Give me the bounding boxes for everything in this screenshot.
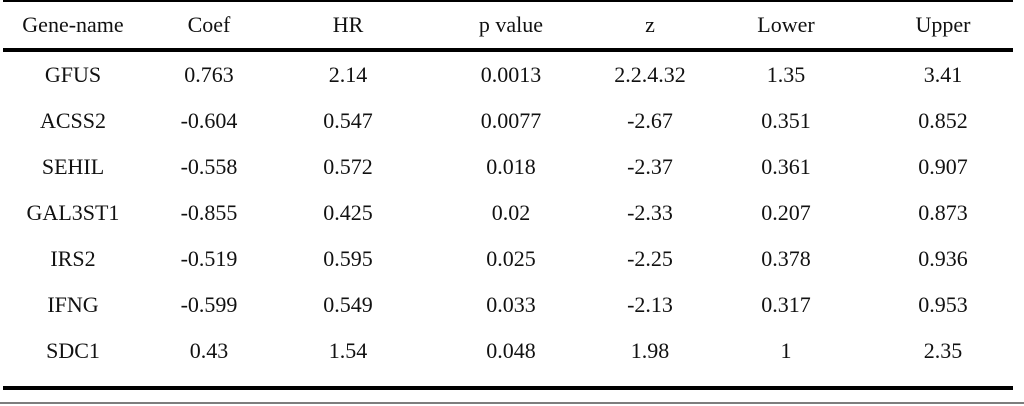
value-cell: 2.14 [328,62,368,87]
value-cell: 0.018 [486,154,536,179]
gene-name-cell: IRS2 [50,246,96,271]
value-cell: -0.855 [180,200,238,225]
value-cell: 0.595 [323,246,373,271]
gene-stats-table: Gene-name Coef HR p value z Lower Upper GFUS 0.… [3,2,1013,374]
value-cell: 1.35 [766,62,806,87]
gene-name-cell: SDC1 [46,338,100,363]
value-cell: 0.572 [323,154,373,179]
value-cell: -2.25 [627,246,673,271]
value-cell: 0.048 [486,338,536,363]
value-cell: 1.98 [630,338,670,363]
table-row: IRS2 -0.519 0.595 0.025 -2.25 0.378 0.936 [3,236,1013,282]
column-header-hr: HR [275,2,421,52]
value-cell: 1.54 [328,338,368,363]
value-cell: 2.35 [923,338,963,363]
column-header-p-value: p value [421,2,601,52]
column-header-upper: Upper [873,2,1013,52]
value-cell: -0.599 [180,292,238,317]
table-header: Gene-name Coef HR p value z Lower Upper [3,2,1013,52]
value-cell: 0.549 [323,292,373,317]
value-cell: 0.317 [761,292,811,317]
table-row: GAL3ST1 -0.855 0.425 0.02 -2.33 0.207 0.873 [3,190,1013,236]
column-header-z: z [601,2,699,52]
value-cell: -0.604 [180,108,238,133]
value-cell: 0.547 [323,108,373,133]
value-cell: 0.763 [184,62,234,87]
table-row: SDC1 0.43 1.54 0.048 1.98 1 2.35 [3,328,1013,374]
value-cell: 1 [780,338,792,363]
gene-name-cell: IFNG [47,292,99,317]
gene-name-cell: SEHIL [41,154,105,179]
value-cell: -0.558 [180,154,238,179]
gene-name-cell: GFUS [44,62,102,87]
value-cell: -2.37 [627,154,673,179]
gene-name-cell: GAL3ST1 [26,200,120,225]
value-cell: 0.936 [918,246,968,271]
value-cell: 3.41 [923,62,963,87]
value-cell: 0.425 [323,200,373,225]
value-cell: 0.0077 [480,108,542,133]
column-header-lower: Lower [699,2,873,52]
value-cell: 0.907 [918,154,968,179]
table-row: GFUS 0.763 2.14 0.0013 2.2.4.32 1.35 3.41 [3,50,1013,98]
page-bottom-rule [0,402,1024,404]
value-cell: 0.361 [761,154,811,179]
header-row: Gene-name Coef HR p value z Lower Upper [3,2,1013,52]
value-cell: 0.02 [491,200,531,225]
table-row: IFNG -0.599 0.549 0.033 -2.13 0.317 0.953 [3,282,1013,328]
table-row: SEHIL -0.558 0.572 0.018 -2.37 0.361 0.907 [3,144,1013,190]
gene-stats-table-wrap: Gene-name Coef HR p value z Lower Upper GFUS 0.… [3,0,1013,390]
value-cell: 0.0013 [480,62,542,87]
gene-name-cell: ACSS2 [39,108,107,133]
value-cell: 0.953 [918,292,968,317]
value-cell: 0.43 [189,338,229,363]
column-header-coef: Coef [143,2,275,52]
value-cell: -2.13 [627,292,673,317]
value-cell: 0.025 [486,246,536,271]
table-body: GFUS 0.763 2.14 0.0013 2.2.4.32 1.35 3.41 ACSS2… [3,50,1013,374]
value-cell: 0.873 [918,200,968,225]
value-cell: 0.207 [761,200,811,225]
value-cell: -2.67 [627,108,673,133]
table-row: ACSS2 -0.604 0.547 0.0077 -2.67 0.351 0.852 [3,98,1013,144]
value-cell: 0.351 [761,108,811,133]
value-cell: 0.852 [918,108,968,133]
value-cell: 2.2.4.32 [614,62,686,87]
value-cell: 0.033 [486,292,536,317]
value-cell: -0.519 [180,246,238,271]
value-cell: 0.378 [761,246,811,271]
column-header-gene-name: Gene-name [3,2,143,52]
value-cell: -2.33 [627,200,673,225]
